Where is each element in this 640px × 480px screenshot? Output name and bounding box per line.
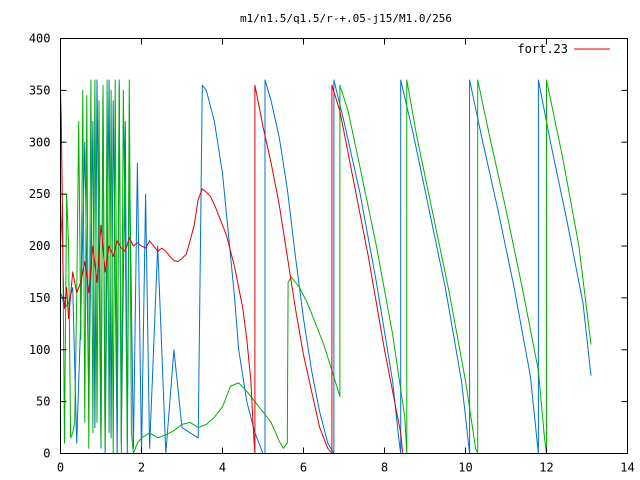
y-tick-label: 50 [36,395,50,409]
x-tick-label: 6 [300,461,307,475]
y-tick-label: 400 [29,32,51,46]
x-tick-label: 0 [57,461,64,475]
x-tick-label: 10 [458,461,472,475]
y-tick-label: 250 [29,187,51,201]
y-tick-label: 100 [29,343,51,357]
x-tick-label: 14 [620,461,634,475]
legend: fort.23 [517,42,610,56]
series-layer [60,79,592,454]
series-line-blue [60,79,592,454]
x-tick-label: 2 [138,461,145,475]
chart-title: m1/n1.5/q1.5/r-+.05-j15/M1.0/256 [240,12,452,25]
legend-label-fort-23: fort.23 [517,42,568,56]
y-tick-label: 300 [29,135,51,149]
series-line-green [60,79,592,454]
y-tick-label: 150 [29,291,51,305]
axes-layer: 0 2 4 6 8 10 12 14 0 50 100 150 200 250 300 350 400 [29,32,635,475]
y-tick-label: 350 [29,83,51,97]
y-tick-label: 200 [29,239,51,253]
x-tick-label: 12 [539,461,553,475]
x-tick-label: 4 [219,461,226,475]
x-tick-label: 8 [381,461,388,475]
y-tick-label: 0 [43,447,50,461]
series-line-red [60,84,404,454]
